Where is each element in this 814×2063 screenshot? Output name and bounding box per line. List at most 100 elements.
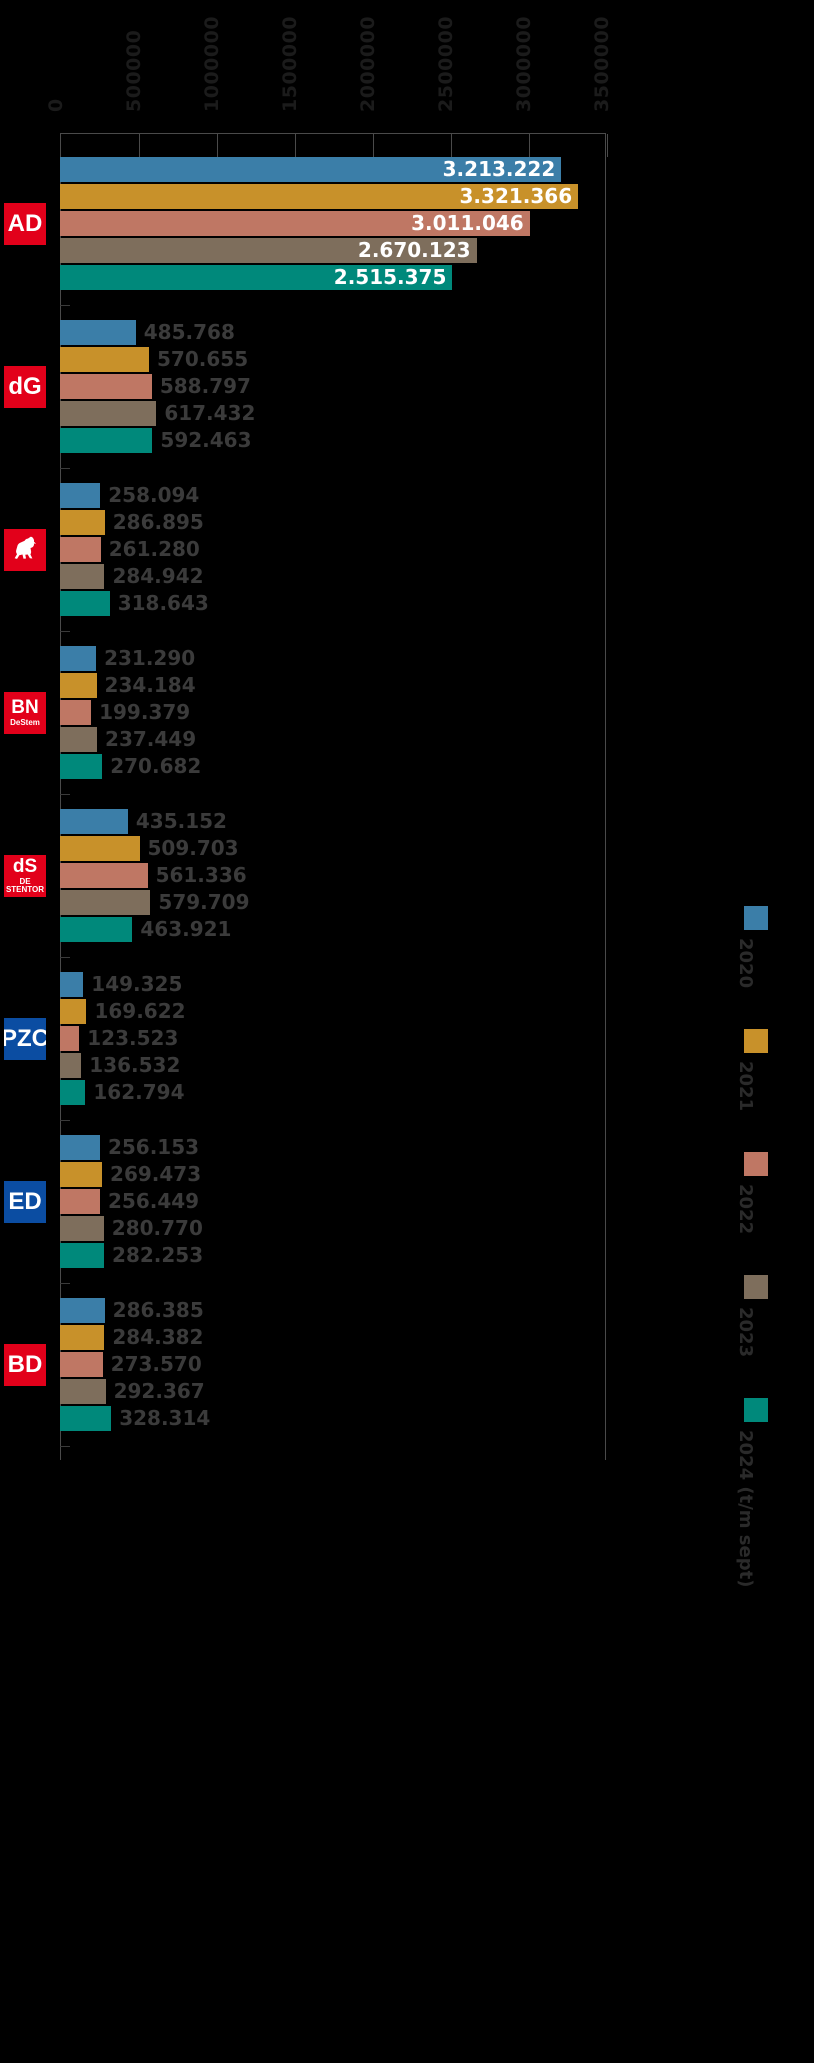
bar-row: 273.570 (60, 1351, 606, 1378)
bar-row: 282.253 (60, 1242, 606, 1269)
bar[interactable] (60, 1216, 104, 1241)
bar-value-label: 292.367 (113, 1379, 205, 1403)
legend-item-2023[interactable]: 2023 (735, 1275, 814, 1357)
group-separator (60, 780, 606, 808)
legend-item-2021[interactable]: 2021 (735, 1029, 814, 1111)
legend-label: 2020 (735, 938, 756, 989)
bar[interactable] (60, 727, 98, 752)
bar[interactable] (60, 1406, 112, 1431)
bar[interactable] (60, 265, 453, 290)
gridline (295, 134, 296, 157)
bar[interactable] (60, 510, 105, 535)
gridline (139, 134, 140, 157)
bar[interactable] (60, 809, 128, 834)
bar[interactable] (60, 1080, 86, 1105)
gridline (529, 134, 530, 157)
bar-value-label: 3.011.046 (411, 211, 524, 235)
bar-value-label: 318.643 (117, 591, 209, 615)
bar[interactable] (60, 999, 87, 1024)
group-separator (60, 454, 606, 482)
bar-row: 123.523 (60, 1025, 606, 1052)
legend-item-2024[interactable]: 2024 (t/m sept) (735, 1398, 814, 1587)
bar-row: 3.213.222 (60, 156, 606, 183)
bar-value-label: 280.770 (111, 1216, 203, 1240)
bar[interactable] (60, 1135, 100, 1160)
category-logo-de-stentor: dS DE STENTOR (4, 854, 46, 897)
bar[interactable] (60, 1325, 105, 1350)
bar[interactable] (60, 1243, 105, 1268)
bar-value-label: 258.094 (108, 483, 200, 507)
y-axis-tick (60, 957, 70, 958)
bar-value-label: 579.709 (158, 890, 250, 914)
bar[interactable] (60, 591, 110, 616)
bar[interactable] (60, 1162, 103, 1187)
bar-value-label: 570.655 (157, 347, 249, 371)
bar[interactable] (60, 700, 92, 725)
bar[interactable] (60, 428, 153, 453)
bar[interactable] (60, 972, 84, 997)
legend-label: 2024 (t/m sept) (735, 1430, 756, 1588)
logo-text: PZC (4, 1024, 46, 1052)
x-axis-tick-label: 500000 (123, 29, 145, 112)
bar[interactable] (60, 347, 150, 372)
x-axis-tick-label: 2000000 (357, 15, 379, 112)
category-logo-de-gelderlander: dG (4, 365, 46, 408)
bar[interactable] (60, 320, 136, 345)
category-logo-tubantia (4, 528, 46, 571)
bar[interactable] (60, 238, 477, 263)
bar[interactable] (60, 157, 562, 182)
bar[interactable] (60, 564, 105, 589)
bar-value-label: 592.463 (160, 428, 252, 452)
bar-row: 592.463 (60, 427, 606, 454)
bar-row: 3.321.366 (60, 183, 606, 210)
bar-value-label: 588.797 (159, 374, 251, 398)
bar-row: 162.794 (60, 1079, 606, 1106)
logo-text: dS (12, 856, 38, 877)
bar-row: 579.709 (60, 889, 606, 916)
bar-value-label: 328.314 (119, 1406, 211, 1430)
bar[interactable] (60, 1379, 106, 1404)
bar-value-label: 256.153 (107, 1135, 200, 1159)
bar-row: 231.290 (60, 645, 606, 672)
bar-row: 485.768 (60, 319, 606, 346)
legend-label: 2022 (735, 1184, 756, 1235)
legend-label: 2021 (735, 1061, 756, 1112)
category-logo-ed: ED (4, 1180, 46, 1223)
bar-value-label: 284.382 (112, 1325, 204, 1349)
bar[interactable] (60, 673, 97, 698)
bar[interactable] (60, 1026, 80, 1051)
bar[interactable] (60, 401, 157, 426)
bar[interactable] (60, 537, 101, 562)
group-separator (60, 1432, 606, 1460)
bar[interactable] (60, 890, 151, 915)
x-axis-tick-label: 3000000 (513, 15, 535, 112)
legend-item-2022[interactable]: 2022 (735, 1152, 814, 1234)
logo-text: BN (11, 697, 39, 718)
legend-item-2020[interactable]: 2020 (735, 906, 814, 988)
bar-value-label: 149.325 (91, 972, 183, 996)
bar-value-label: 273.570 (110, 1352, 202, 1376)
bar[interactable] (60, 1298, 105, 1323)
bar[interactable] (60, 483, 101, 508)
bar[interactable] (60, 211, 530, 236)
bar[interactable] (60, 836, 140, 861)
y-axis-tick (60, 1446, 70, 1447)
bar[interactable] (60, 863, 148, 888)
logo-text: dG (8, 372, 42, 400)
group-separator (60, 943, 606, 971)
bar[interactable] (60, 1352, 103, 1377)
bar-value-label: 509.703 (147, 836, 239, 860)
bar[interactable] (60, 646, 97, 671)
x-axis-tick-label: 1000000 (201, 15, 223, 112)
bar[interactable] (60, 1053, 82, 1078)
bar-value-label: 485.768 (143, 320, 235, 344)
bar[interactable] (60, 1189, 100, 1214)
gridline (373, 134, 374, 157)
bar[interactable] (60, 917, 133, 942)
category-logo-bn-destem: BN DeStem (4, 691, 46, 734)
bar[interactable] (60, 754, 103, 779)
bar[interactable] (60, 374, 152, 399)
bar[interactable] (60, 184, 579, 209)
bar-value-label: 123.523 (87, 1026, 179, 1050)
bar-row: 509.703 (60, 835, 606, 862)
